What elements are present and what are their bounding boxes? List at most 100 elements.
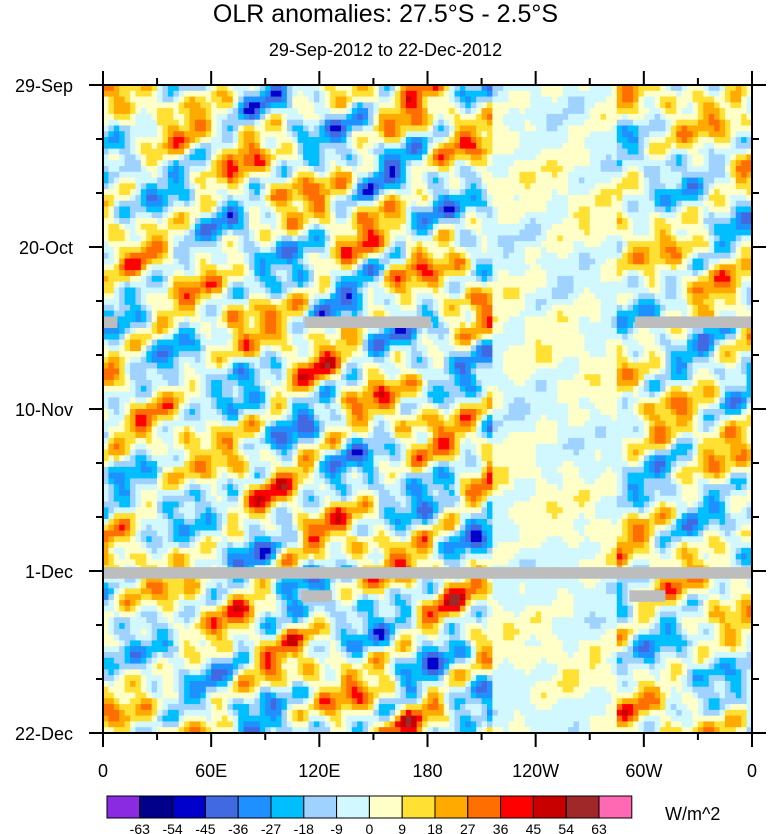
heatmap-cell <box>454 194 461 202</box>
heatmap-cell <box>265 194 272 202</box>
heatmap-cell <box>221 287 228 294</box>
heatmap-cell <box>697 85 704 92</box>
heatmap-cell <box>124 223 131 231</box>
heatmap-cell <box>541 258 548 265</box>
heatmap-cell <box>281 148 288 156</box>
heatmap-cell <box>535 293 542 300</box>
heatmap-cell <box>438 304 445 312</box>
heatmap-cell <box>259 108 266 115</box>
heatmap-cell <box>270 270 277 277</box>
heatmap-cell <box>405 304 412 312</box>
heatmap-cell <box>681 310 688 318</box>
heatmap-cell <box>205 241 212 248</box>
heatmap-cell <box>600 247 607 254</box>
heatmap-cell <box>649 183 656 190</box>
heatmap-cell <box>254 142 261 150</box>
heatmap-cell <box>184 85 191 92</box>
heatmap-cell <box>249 270 256 277</box>
heatmap-cell <box>470 148 477 156</box>
heatmap-cell <box>205 200 212 208</box>
heatmap-cell <box>503 102 510 109</box>
heatmap-cell <box>541 131 548 138</box>
heatmap-cell <box>627 200 634 208</box>
heatmap-cell <box>568 264 575 271</box>
heatmap-cell <box>746 275 753 283</box>
heatmap-cell <box>703 142 710 150</box>
heatmap-cell <box>173 200 180 208</box>
heatmap-cell <box>184 137 191 144</box>
heatmap-cell <box>465 247 472 254</box>
heatmap-cell <box>249 218 256 225</box>
heatmap-cell <box>427 131 434 138</box>
heatmap-cell <box>108 171 115 179</box>
heatmap-cell <box>373 270 380 277</box>
heatmap-cell <box>319 258 326 265</box>
heatmap-cell <box>259 90 266 98</box>
heatmap-cell <box>270 125 277 132</box>
heatmap-cell <box>562 113 569 121</box>
heatmap-cell <box>605 125 612 132</box>
heatmap-cell <box>319 108 326 115</box>
heatmap-cell <box>346 194 353 202</box>
heatmap-cell <box>589 166 596 173</box>
heatmap-cell <box>340 108 347 115</box>
heatmap-cell <box>340 125 347 132</box>
heatmap-cell <box>703 160 710 167</box>
heatmap-cell <box>681 287 688 294</box>
heatmap-cell <box>508 281 515 289</box>
heatmap-cell <box>205 258 212 265</box>
heatmap-cell <box>103 113 110 121</box>
heatmap-cell <box>627 304 634 312</box>
heatmap-cell <box>157 212 164 219</box>
heatmap-cell <box>184 171 191 179</box>
heatmap-cell <box>157 194 164 202</box>
heatmap-cell <box>292 275 299 283</box>
heatmap-cell <box>692 125 699 132</box>
heatmap-cell <box>292 148 299 156</box>
heatmap-cell <box>416 299 423 306</box>
heatmap-cell <box>514 189 521 196</box>
heatmap-cell <box>605 194 612 202</box>
heatmap-cell <box>476 287 483 294</box>
heatmap-cell <box>692 247 699 254</box>
heatmap-cell <box>633 229 640 237</box>
heatmap-cell <box>589 113 596 121</box>
heatmap-cell <box>470 275 477 283</box>
heatmap-cell <box>670 293 677 300</box>
heatmap-cell <box>340 131 347 138</box>
heatmap-cell <box>595 293 602 300</box>
heatmap-cell <box>611 85 618 92</box>
heatmap-cell <box>595 299 602 306</box>
heatmap-cell <box>232 194 239 202</box>
heatmap-cell <box>746 166 753 173</box>
heatmap-cell <box>660 304 667 312</box>
heatmap-cell <box>654 189 661 196</box>
heatmap-cell <box>265 241 272 248</box>
heatmap-cell <box>303 270 310 277</box>
heatmap-cell <box>449 171 456 179</box>
heatmap-cell <box>660 189 667 196</box>
heatmap-cell <box>151 102 158 109</box>
heatmap-cell <box>568 131 575 138</box>
heatmap-cell <box>454 212 461 219</box>
heatmap-cell <box>514 119 521 127</box>
heatmap-cell <box>411 113 418 121</box>
heatmap-cell <box>670 281 677 289</box>
heatmap-cell <box>714 160 721 167</box>
heatmap-cell <box>249 148 256 156</box>
heatmap-cell <box>411 223 418 231</box>
heatmap-cell <box>638 218 645 225</box>
heatmap-cell <box>741 137 748 144</box>
heatmap-cell <box>335 223 342 231</box>
heatmap-cell <box>557 119 564 127</box>
heatmap-cell <box>362 90 369 98</box>
heatmap-cell <box>492 293 499 300</box>
heatmap-cell <box>189 218 196 225</box>
heatmap-cell <box>189 177 196 184</box>
heatmap-cell <box>162 113 169 121</box>
heatmap-cell <box>692 108 699 115</box>
heatmap-cell <box>167 310 174 318</box>
heatmap-cell <box>297 108 304 115</box>
heatmap-cell <box>422 293 429 300</box>
heatmap-cell <box>665 223 672 231</box>
